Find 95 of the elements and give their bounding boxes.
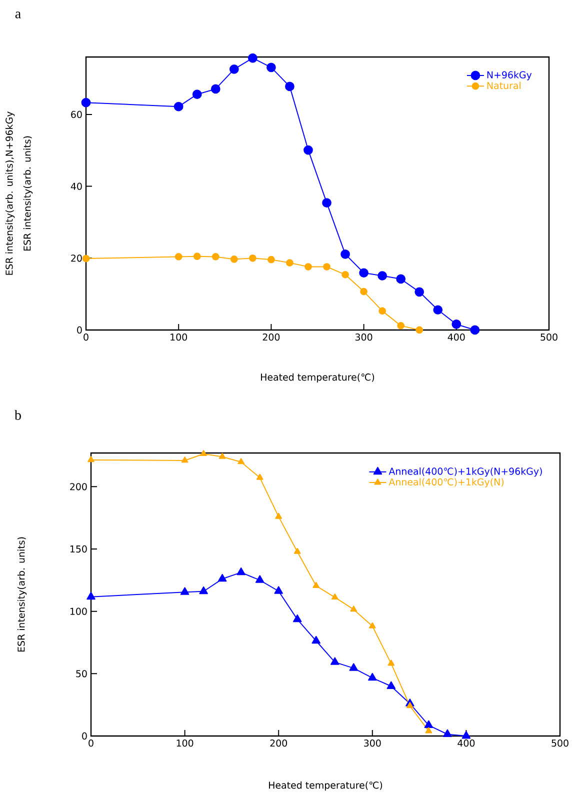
point (425, 727, 432, 734)
x-tick-label: 400 (458, 740, 475, 747)
point (304, 145, 313, 155)
point (199, 586, 208, 594)
point (368, 672, 377, 681)
point (238, 458, 245, 464)
x-tick-label: 300 (364, 740, 381, 747)
point (414, 287, 424, 297)
point (174, 102, 184, 112)
point (275, 512, 282, 519)
point (340, 250, 350, 259)
point (229, 64, 239, 74)
point (266, 62, 276, 72)
point (212, 253, 220, 260)
point (81, 98, 91, 108)
point (424, 720, 434, 728)
y-tick-label: 100 (70, 608, 87, 615)
point (304, 263, 312, 270)
point (86, 592, 96, 600)
point (312, 582, 320, 588)
point (331, 593, 338, 600)
point (88, 456, 94, 462)
point (416, 326, 424, 334)
point (386, 681, 396, 689)
x-tick-label: 500 (540, 334, 558, 341)
point (350, 606, 358, 612)
point (388, 660, 395, 666)
x-tick-label: 100 (176, 740, 194, 747)
x-axis-title: Heated temperature(℃) (261, 373, 374, 383)
point (286, 259, 294, 267)
x-tick-label: 500 (552, 740, 568, 747)
chart-title: b (14, 410, 21, 420)
x-tick-label: 300 (355, 334, 372, 341)
point (294, 548, 301, 554)
legend-label: Anneal(400℃)+1kGy(N+96kGy) (388, 468, 542, 477)
y-axis-title: ESR intensity(arb. units) (17, 537, 27, 652)
point (312, 636, 320, 644)
point (200, 450, 207, 456)
point (218, 452, 226, 459)
point (174, 253, 182, 260)
point (470, 325, 480, 335)
point (193, 252, 201, 260)
legend-label: N+96kGy (487, 71, 532, 80)
chart-title: a (15, 12, 21, 18)
point (433, 305, 443, 315)
point (255, 575, 264, 583)
point (181, 456, 188, 463)
x-tick-label: 200 (270, 740, 287, 747)
point (292, 614, 302, 622)
point (360, 288, 368, 296)
point (218, 574, 227, 582)
point (397, 322, 405, 330)
point (322, 198, 332, 208)
x-tick-label: 0 (88, 740, 94, 747)
point (368, 622, 376, 628)
text: ESR intensity(arb. units),N+96kGy (5, 112, 15, 275)
point (274, 586, 283, 594)
point (378, 307, 386, 315)
x-tick-label: 400 (448, 334, 465, 341)
legend-label: Natural (487, 82, 520, 90)
y-tick-label: 20 (71, 254, 82, 262)
y-axis-title: ESR intensity(arb. units) (23, 136, 33, 251)
point (268, 256, 275, 264)
y-tick-label: 150 (70, 545, 87, 553)
point (462, 731, 471, 739)
point (230, 256, 238, 263)
point (443, 729, 452, 737)
y-tick-label: 50 (76, 670, 87, 678)
point (210, 84, 220, 94)
x-axis-title: Heated temperature(℃) (269, 781, 382, 791)
point (285, 82, 294, 92)
x-tick-label: 200 (262, 334, 280, 341)
y-tick-label: 0 (77, 326, 82, 334)
point (236, 567, 246, 576)
point (378, 271, 387, 280)
point (248, 53, 258, 63)
y-tick-label: 200 (70, 483, 87, 490)
point (256, 474, 264, 480)
point (452, 320, 462, 329)
x-tick-label: 100 (170, 334, 187, 341)
point (396, 274, 406, 284)
point (248, 254, 256, 262)
legend-label: Anneal(400℃)+1kGy(N) (388, 478, 504, 488)
point (323, 263, 330, 270)
point (406, 702, 414, 708)
point (359, 268, 368, 278)
point (180, 587, 190, 595)
point (330, 657, 340, 665)
y-tick-label: 40 (70, 182, 82, 190)
y-tick-label: 0 (82, 732, 87, 740)
point (349, 663, 358, 671)
y-tick-label: 60 (71, 110, 82, 118)
point (82, 254, 90, 262)
point (342, 270, 349, 278)
point (192, 90, 202, 100)
